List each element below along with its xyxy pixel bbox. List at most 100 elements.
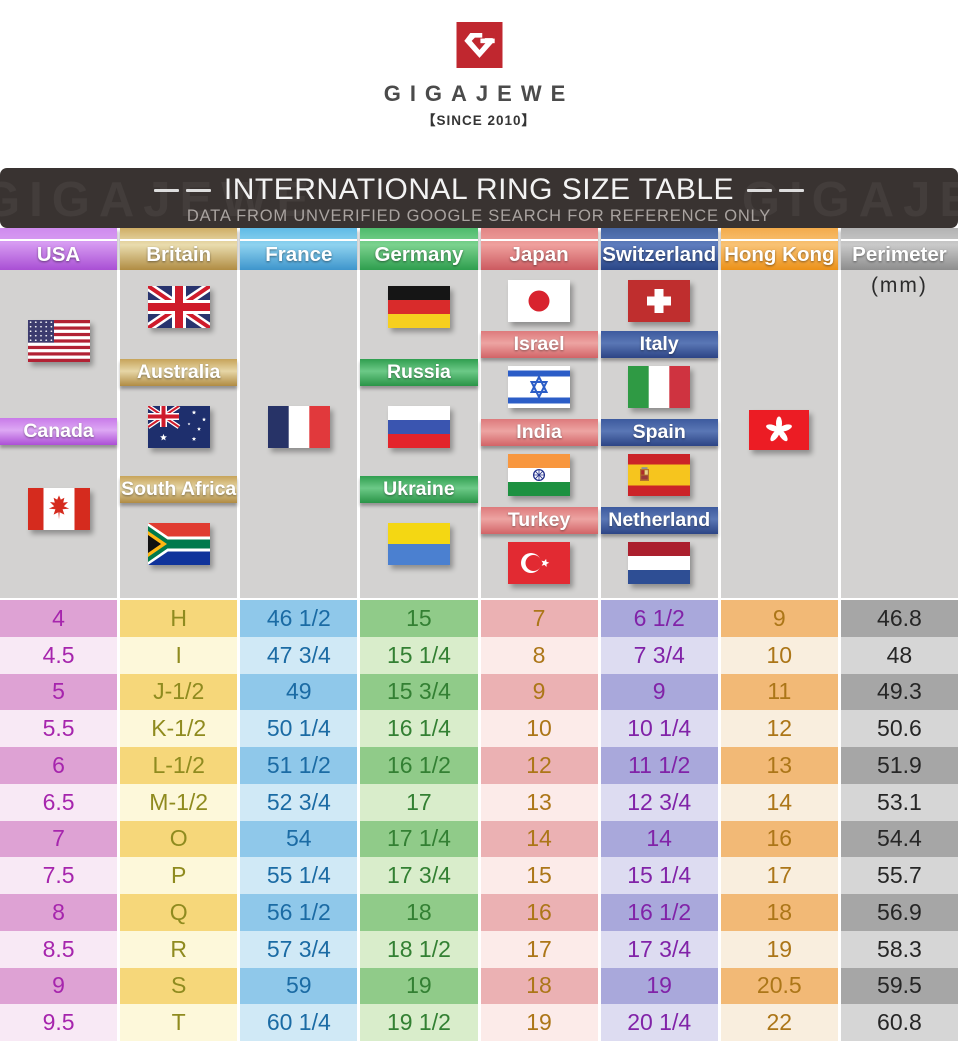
table-cell: 56 1/2 (240, 894, 358, 931)
table-cell: 9 (720, 600, 838, 637)
country-label-russia: Russia (360, 359, 478, 386)
table-cell: 4 (0, 600, 118, 637)
table-cell: 58.3 (840, 930, 958, 968)
table-cell: 14 (480, 820, 598, 858)
brand-header: GIGAJEWE 【SINCE 2010】 (0, 0, 958, 129)
title-banner: GIGAJEWE GIGAJEWE INTERNATIONAL RING SIZ… (0, 168, 958, 228)
table-cell: 10 (480, 710, 598, 747)
switzerland-flag (628, 280, 691, 322)
table-cell: 19 (600, 967, 718, 1005)
brand-name: GIGAJEWE (383, 81, 575, 106)
turkey-flag (508, 542, 571, 584)
flag-column-japan: Israel India T (480, 270, 598, 598)
table-cell: 18 1/2 (360, 930, 478, 968)
table-cell: 11 (720, 673, 838, 711)
table-cell: 15 1/4 (600, 857, 718, 894)
table-cell: 9 (480, 673, 598, 711)
country-label-canada: Canada (0, 418, 118, 445)
page-title: INTERNATIONAL RING SIZE TABLE (223, 173, 735, 206)
country-label-south-africa: South Africa (120, 476, 238, 503)
flag-column-germany: Russia Ukraine (360, 270, 478, 598)
since-badge: 【SINCE 2010】 (421, 113, 537, 128)
flag-column-usa: Canada (0, 270, 118, 598)
column-header-switzerland: Switzerland (600, 228, 718, 270)
table-cell: 12 3/4 (600, 783, 718, 821)
table-cell: 22 (720, 1004, 838, 1041)
country-label-india: India (480, 419, 598, 446)
table-cell: 8 (0, 894, 118, 931)
table-cell: 20 1/4 (600, 1004, 718, 1041)
table-cell: 7.5 (0, 857, 118, 894)
banner-watermark: GIGAJEWE (0, 173, 319, 227)
table-cell: 6 1/2 (600, 600, 718, 637)
table-cell: 7 (480, 600, 598, 637)
flag-column-hong-kong (720, 270, 838, 598)
table-cell: 17 1/4 (360, 820, 478, 858)
country-label-turkey: Turkey (480, 507, 598, 534)
table-cell: 7 (0, 820, 118, 858)
india-flag (508, 454, 571, 496)
table-cell: 17 3/4 (360, 857, 478, 894)
table-cell: 51.9 (840, 747, 958, 784)
russia-flag (387, 406, 450, 448)
size-table: 4 H 46 1/2 15 7 6 1/2 9 46.8 4.5 I 47 3/4 15 1/4 8 7 … (0, 600, 958, 1041)
germany-flag (387, 286, 450, 328)
table-cell: 46 1/2 (240, 600, 358, 637)
table-cell: 57 3/4 (240, 930, 358, 968)
table-cell: M-1/2 (120, 783, 238, 821)
table-cell: 19 1/2 (360, 1004, 478, 1041)
table-cell: 12 (720, 710, 838, 747)
table-cell: S (120, 967, 238, 1005)
perimeter-unit: (mm) (870, 274, 928, 297)
australia-flag (147, 406, 210, 448)
table-cell: 59.5 (840, 967, 958, 1005)
table-cell: 6.5 (0, 783, 118, 821)
table-cell: K-1/2 (120, 710, 238, 747)
usa-flag (27, 320, 90, 362)
south-africa-flag (147, 523, 210, 565)
table-cell: 9 (600, 673, 718, 711)
table-cell: 15 1/4 (360, 636, 478, 674)
table-cell: L-1/2 (120, 747, 238, 784)
table-cell: T (120, 1004, 238, 1041)
table-cell: 14 (600, 820, 718, 858)
column-header-france: France (240, 228, 358, 270)
table-cell: 56.9 (840, 894, 958, 931)
table-cell: 16 (480, 894, 598, 931)
table-cell: 46.8 (840, 600, 958, 637)
table-cell: 8 (480, 636, 598, 674)
table-cell: 49 (240, 673, 358, 711)
uk-flag (147, 286, 210, 328)
ukraine-flag (387, 523, 450, 565)
table-cell: 13 (720, 747, 838, 784)
table-cell: 53.1 (840, 783, 958, 821)
table-cell: P (120, 857, 238, 894)
table-cell: 11 1/2 (600, 747, 718, 784)
table-cell: 4.5 (0, 636, 118, 674)
flag-column-switzerland: Italy Spain (600, 270, 718, 598)
table-cell: O (120, 820, 238, 858)
country-label-australia: Australia (120, 359, 238, 386)
israel-flag (508, 366, 571, 408)
banner-title-row: INTERNATIONAL RING SIZE TABLE (0, 173, 958, 207)
italy-flag (628, 366, 691, 408)
table-cell: 19 (480, 1004, 598, 1041)
table-cell: 15 3/4 (360, 673, 478, 711)
country-label-israel: Israel (480, 331, 598, 358)
flag-column-britain: Australia S (120, 270, 238, 598)
table-cell: 17 (480, 930, 598, 968)
table-cell: 19 (360, 967, 478, 1005)
table-cell: 17 3/4 (600, 930, 718, 968)
table-cell: 17 (360, 783, 478, 821)
table-cell: 15 (480, 857, 598, 894)
table-cell: 14 (720, 783, 838, 821)
flag-zone: Canada (0, 270, 958, 598)
column-header-usa: USA (0, 228, 118, 270)
table-cell: 5.5 (0, 710, 118, 747)
gigajewe-logo-icon (456, 22, 503, 68)
column-header-perimeter: Perimeter (840, 228, 958, 270)
table-cell: 59 (240, 967, 358, 1005)
banner-subtitle: DATA FROM UNVERIFIED GOOGLE SEARCH FOR R… (186, 207, 772, 225)
table-cell: Q (120, 894, 238, 931)
table-cell: R (120, 930, 238, 968)
